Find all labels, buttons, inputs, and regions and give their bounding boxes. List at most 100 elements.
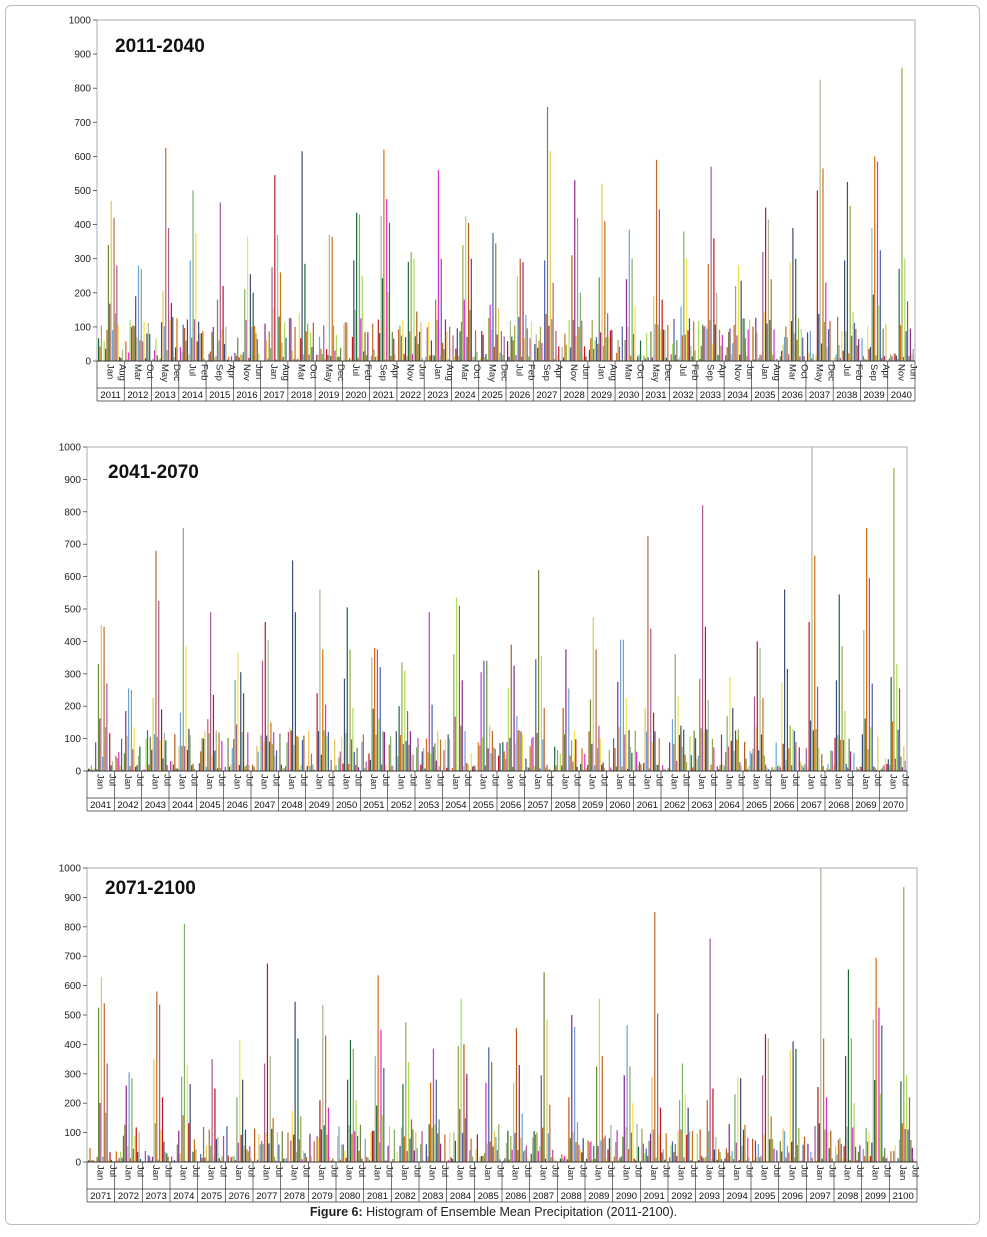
bar — [464, 730, 466, 771]
month-label: Jul — [845, 774, 856, 786]
bar — [744, 741, 746, 771]
bar — [828, 1148, 830, 1162]
bar — [294, 326, 296, 361]
bar — [89, 769, 91, 771]
bar — [174, 734, 176, 771]
bar — [647, 357, 649, 361]
bar — [894, 353, 896, 361]
month-label: Sep — [868, 364, 879, 381]
bar — [369, 759, 371, 771]
bar — [510, 644, 512, 771]
bar — [159, 1004, 161, 1162]
bar — [463, 765, 465, 771]
bar — [795, 1048, 797, 1162]
bar — [153, 350, 156, 361]
bar — [760, 734, 763, 771]
bar — [323, 1125, 325, 1162]
bar — [115, 755, 117, 771]
bar — [818, 313, 820, 361]
bar — [275, 1160, 277, 1162]
bar — [89, 1147, 91, 1162]
year-label: 2022 — [400, 390, 421, 401]
bar — [120, 357, 122, 361]
month-label: Jul — [708, 774, 719, 786]
bar — [700, 728, 702, 771]
bar — [363, 351, 365, 361]
bar — [374, 356, 377, 361]
bar — [719, 1152, 721, 1162]
bar — [357, 767, 360, 771]
bar — [725, 752, 727, 771]
bar — [182, 1115, 184, 1162]
bar — [545, 767, 547, 771]
bar — [242, 693, 245, 771]
bar — [727, 331, 730, 361]
bar — [648, 768, 650, 771]
bar — [898, 268, 900, 361]
bar — [274, 175, 276, 361]
bar — [827, 763, 829, 771]
bar — [154, 1123, 156, 1162]
bar — [162, 291, 164, 361]
bar — [320, 1129, 322, 1162]
year-label: 2055 — [473, 800, 494, 811]
bar — [349, 1039, 352, 1162]
bar — [561, 347, 563, 361]
bar — [120, 738, 123, 771]
bar — [134, 1135, 136, 1162]
bar — [542, 1127, 544, 1162]
bar — [325, 349, 328, 361]
bar — [554, 746, 556, 771]
month-label: Jul — [688, 1165, 699, 1177]
chart-title: 2041-2070 — [108, 462, 199, 483]
bar — [648, 1140, 650, 1162]
bar — [911, 353, 913, 361]
year-label: 2011 — [100, 390, 120, 401]
bar — [499, 743, 501, 771]
bar — [698, 1159, 700, 1162]
bar — [680, 306, 682, 361]
bar — [703, 326, 705, 361]
bar — [875, 957, 877, 1162]
month-label: Sep — [705, 364, 716, 381]
bar — [630, 355, 632, 361]
bar — [554, 1160, 557, 1162]
bar — [730, 1155, 732, 1162]
bar — [693, 321, 695, 361]
bar — [144, 358, 147, 361]
month-label: Jul — [605, 1165, 616, 1177]
bar — [481, 1155, 483, 1162]
bar — [98, 338, 100, 361]
bar — [350, 739, 353, 771]
bar — [565, 649, 567, 771]
bar — [165, 740, 167, 771]
bar — [482, 334, 484, 361]
bar — [629, 1066, 631, 1162]
bar — [166, 1153, 168, 1162]
bar — [104, 727, 107, 771]
bar — [257, 751, 259, 771]
bar — [670, 1145, 672, 1162]
bar — [685, 762, 688, 771]
bar — [452, 335, 454, 361]
bar — [245, 765, 247, 771]
bar — [317, 731, 320, 771]
bar — [878, 305, 880, 361]
bar — [466, 1073, 468, 1162]
bar — [802, 337, 804, 361]
bar — [358, 214, 361, 361]
bar — [872, 294, 874, 361]
bar — [885, 1158, 887, 1162]
bar — [773, 1148, 775, 1162]
bar — [444, 1134, 446, 1162]
bar — [728, 1123, 730, 1162]
bar — [544, 1158, 547, 1162]
bar — [390, 736, 392, 771]
month-label: Sep — [377, 364, 388, 381]
bar — [864, 1156, 866, 1162]
bar — [481, 330, 483, 361]
bar — [763, 755, 765, 771]
bar — [456, 328, 458, 361]
year-label: 2037 — [809, 390, 830, 401]
bar — [322, 649, 324, 771]
